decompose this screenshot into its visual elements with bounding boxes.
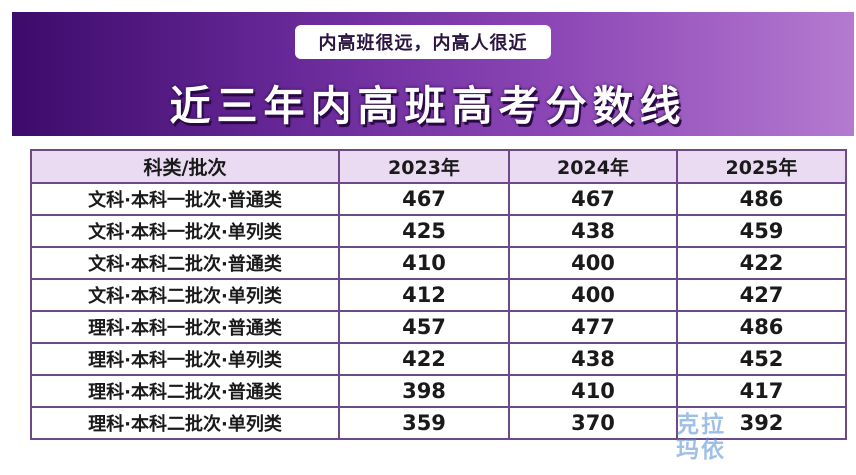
score-2025: 452 [676, 342, 847, 376]
watermark-line-2: 玛依 [676, 437, 726, 463]
row-category: 文科·本科一批次·普通类 [30, 182, 340, 216]
table-header-row: 科类/批次 2023年 2024年 2025年 [30, 149, 847, 184]
score-2025: 486 [676, 310, 847, 344]
score-2024: 370 [508, 406, 678, 440]
score-2025: 392 [676, 406, 847, 440]
score-2025: 427 [676, 278, 847, 312]
score-2025: 422 [676, 246, 847, 280]
scores-table: 科类/批次 2023年 2024年 2025年 文科·本科一批次·普通类 467… [30, 149, 847, 440]
score-2024: 438 [508, 342, 678, 376]
score-2025: 459 [676, 214, 847, 248]
score-2024: 477 [508, 310, 678, 344]
row-category: 文科·本科二批次·单列类 [30, 278, 340, 312]
score-2024: 438 [508, 214, 678, 248]
page-title: 近三年内高班高考分数线 [169, 82, 687, 130]
table-row: 文科·本科二批次·单列类 412 400 427 [30, 278, 847, 312]
tagline-badge: 内高班很远，内高人很近 [295, 25, 551, 59]
row-category: 理科·本科一批次·普通类 [30, 310, 340, 344]
score-2024: 467 [508, 182, 678, 216]
score-2023: 412 [338, 278, 510, 312]
header-2024: 2024年 [508, 149, 678, 184]
table-row: 理科·本科二批次·单列类 359 370 392 [30, 406, 847, 440]
row-category: 文科·本科一批次·单列类 [30, 214, 340, 248]
score-2023: 398 [338, 374, 510, 408]
table-row: 理科·本科一批次·普通类 457 477 486 [30, 310, 847, 344]
score-2025: 486 [676, 182, 847, 216]
score-2025: 417 [676, 374, 847, 408]
row-category: 理科·本科二批次·单列类 [30, 406, 340, 440]
row-category: 理科·本科二批次·普通类 [30, 374, 340, 408]
header-2023: 2023年 [338, 149, 510, 184]
table-row: 理科·本科一批次·单列类 422 438 452 [30, 342, 847, 376]
score-2024: 400 [508, 278, 678, 312]
score-2024: 400 [508, 246, 678, 280]
score-2023: 359 [338, 406, 510, 440]
score-2023: 422 [338, 342, 510, 376]
score-2023: 410 [338, 246, 510, 280]
score-2023: 457 [338, 310, 510, 344]
score-2024: 410 [508, 374, 678, 408]
row-category: 文科·本科二批次·普通类 [30, 246, 340, 280]
table-row: 文科·本科一批次·普通类 467 467 486 [30, 182, 847, 216]
table-row: 文科·本科二批次·普通类 410 400 422 [30, 246, 847, 280]
table-row: 理科·本科二批次·普通类 398 410 417 [30, 374, 847, 408]
row-category: 理科·本科一批次·单列类 [30, 342, 340, 376]
score-2023: 467 [338, 182, 510, 216]
table-row: 文科·本科一批次·单列类 425 438 459 [30, 214, 847, 248]
header-2025: 2025年 [676, 149, 847, 184]
score-2023: 425 [338, 214, 510, 248]
header-category: 科类/批次 [30, 149, 340, 184]
